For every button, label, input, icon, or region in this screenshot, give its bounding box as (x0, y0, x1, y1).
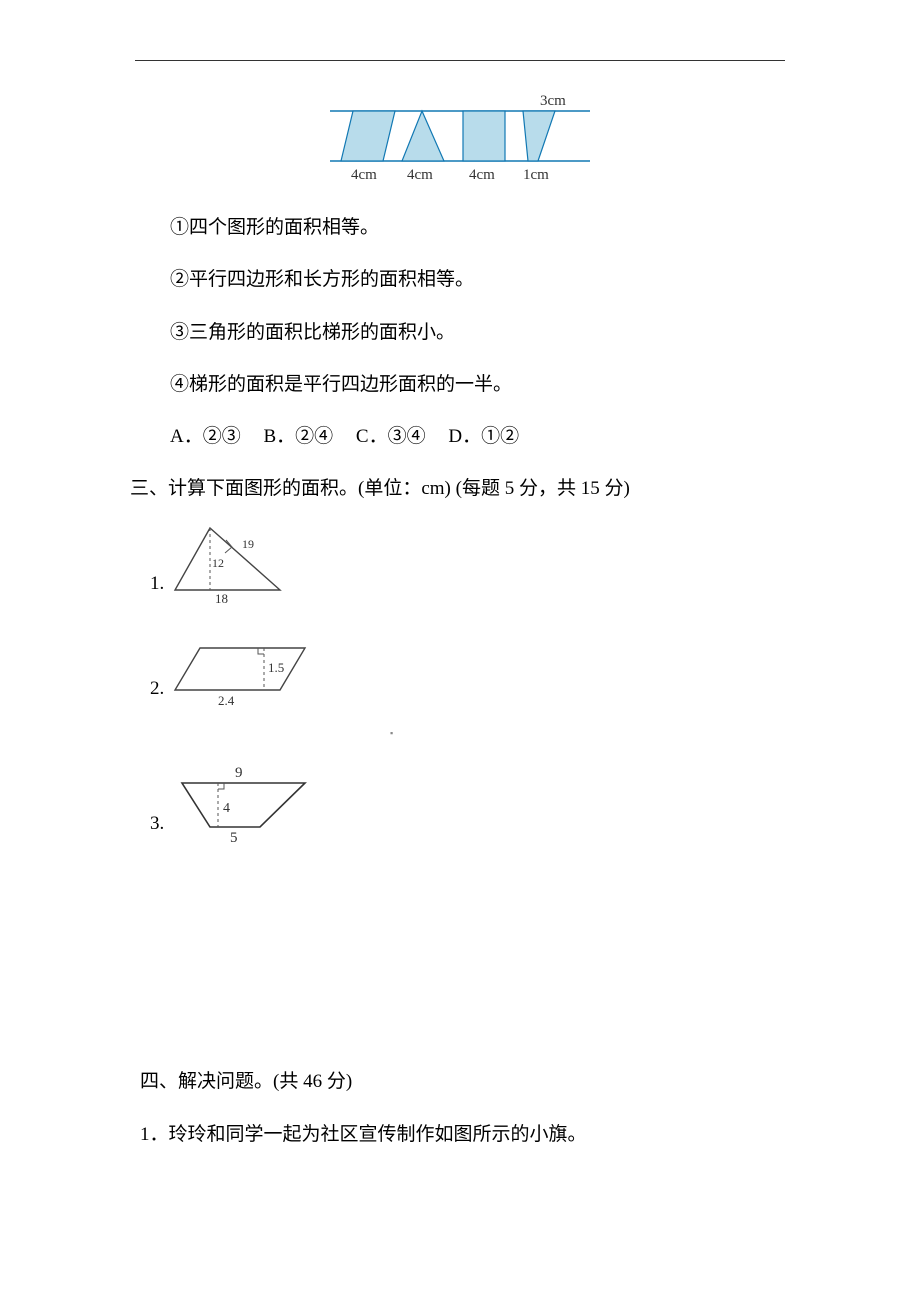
label-4cm-2: 4cm (407, 167, 433, 183)
four-shapes-diagram: 3cm 4cm 4cm 4cm 1cm (325, 91, 595, 191)
answer-choices: A．②③ B．②④ C．③④ D．①② (170, 420, 790, 454)
choice-b: B．②④ (263, 426, 333, 447)
label-4cm-1: 4cm (351, 167, 377, 183)
problem-num-1: 1. (150, 567, 164, 605)
label-2-4: 2.4 (218, 693, 235, 708)
choice-d: D．①② (448, 426, 519, 447)
trapezoid-figure: 9 4 5 (170, 765, 320, 845)
label-1cm: 1cm (523, 167, 549, 183)
section-4-q1: 1．玲玲和同学一起为社区宣传制作如图所示的小旗。 (140, 1118, 790, 1152)
problem-3-1: 1. 19 12 18 (150, 520, 790, 605)
statement-2: ②平行四边形和长方形的面积相等。 (170, 263, 790, 297)
problem-num-3: 3. (150, 807, 164, 845)
triangle-figure: 19 12 18 (170, 520, 290, 605)
top-figure: 3cm 4cm 4cm 4cm 1cm (130, 91, 790, 203)
label-3cm: 3cm (540, 93, 566, 109)
problem-3-2: 2. 1.5 2.4 (150, 640, 790, 710)
label-19: 19 (242, 537, 254, 551)
label-1-5: 1.5 (268, 660, 284, 675)
label-4: 4 (223, 801, 230, 816)
statement-4: ④梯形的面积是平行四边形面积的一半。 (170, 368, 790, 402)
decorative-dot: ▪ (390, 725, 393, 741)
page-top-rule (135, 60, 785, 61)
label-9: 9 (235, 765, 243, 781)
label-18: 18 (215, 591, 228, 605)
section-4: 四、解决问题。(共 46 分) 1．玲玲和同学一起为社区宣传制作如图所示的小旗。 (140, 1065, 790, 1151)
section-3-title: 三、计算下面图形的面积。(单位：cm) (每题 5 分，共 15 分) (130, 472, 790, 506)
choice-a: A．②③ (170, 426, 241, 447)
problem-3-3: 3. 9 4 5 (150, 765, 790, 845)
parallelogram-figure: 1.5 2.4 (170, 640, 315, 710)
section-4-title: 四、解决问题。(共 46 分) (140, 1065, 790, 1099)
label-12: 12 (212, 556, 224, 570)
statement-1: ①四个图形的面积相等。 (170, 211, 790, 245)
label-4cm-3: 4cm (469, 167, 495, 183)
problem-num-2: 2. (150, 672, 164, 710)
label-5: 5 (230, 830, 238, 845)
statement-3: ③三角形的面积比梯形的面积小。 (170, 316, 790, 350)
choice-c: C．③④ (356, 426, 426, 447)
